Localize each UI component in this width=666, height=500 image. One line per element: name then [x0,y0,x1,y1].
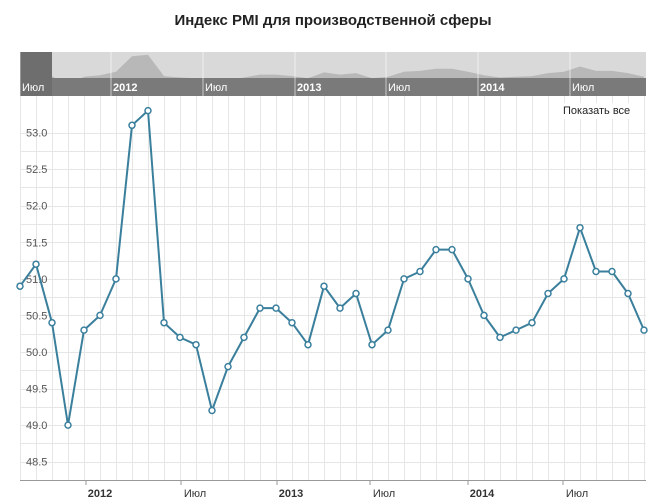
data-point [32,260,40,268]
data-point [416,267,424,276]
data-point [432,245,440,254]
y-tick-label: 49.0 [26,420,47,432]
y-tick-label: 51.5 [26,237,47,249]
navigator-tick-label: 2014 [480,82,505,94]
grid [20,96,646,481]
y-tick-label: 51.0 [26,274,47,286]
data-point [576,223,584,232]
navigator-tick-label: Июл [205,82,227,94]
data-point [16,282,24,290]
data-point [240,333,248,342]
y-tick-label: 49.5 [26,384,47,396]
data-point [592,267,600,276]
series-line [19,109,645,427]
data-point [80,326,88,334]
navigator-tick-label: Июл [22,82,44,94]
navigator-tick-label: Июл [572,82,594,94]
data-point [640,326,648,334]
navigator-tick-label: 2012 [113,82,137,94]
x-axis: 2012 Июл 2013 Июл 2014 Июл [85,480,588,500]
navigator-left-mask [20,52,52,96]
y-tick-label: 48.5 [26,457,47,469]
data-point [496,333,504,342]
data-point [192,340,200,349]
data-point [144,106,152,115]
data-point [224,362,232,371]
chart-title: Индекс PMI для производственной сферы [174,12,492,29]
data-point [400,275,408,283]
y-tick-label: 53.0 [26,128,47,140]
show-all-button[interactable]: Показать все [555,103,639,119]
data-point [512,326,520,334]
x-tick-label: Июл [373,488,395,500]
navigator-band [20,78,646,96]
y-tick-label: 50.0 [26,347,47,359]
data-point [352,289,360,298]
data-point [288,318,296,327]
data-point [160,318,168,327]
data-point [624,289,632,298]
data-point [304,340,312,349]
data-point [256,304,264,312]
data-point [320,282,328,290]
data-point [48,318,56,327]
data-point [544,289,552,298]
x-tick-label: Июл [184,488,206,500]
y-tick-label: 52.0 [26,201,47,213]
y-tick-label: 50.5 [26,310,47,322]
data-point [128,121,136,130]
x-tick-label: 2014 [470,488,495,500]
x-tick-label: 2012 [88,488,112,500]
series [16,106,648,429]
data-point [608,267,616,276]
data-point [560,275,568,283]
x-tick-label: Июл [566,488,588,500]
navigator: Июл 2012 Июл 2013 Июл 2014 Июл [19,52,646,96]
data-point [176,333,184,342]
navigator-tick-label: 2013 [297,82,321,94]
data-point [208,406,216,415]
x-tick-label: 2013 [279,488,303,500]
data-point [112,275,120,283]
data-point [464,275,472,283]
data-point [528,318,536,327]
data-point [272,304,280,312]
data-point [368,340,376,349]
y-tick-label: 52.5 [26,164,47,176]
data-point [336,304,344,312]
data-point [96,311,104,320]
data-point [480,311,488,320]
data-point [64,421,72,429]
y-axis: 48.5 49.0 49.5 50.0 50.5 51.0 51.5 52.0 52.5 53.0 [26,128,47,469]
navigator-tick-label: Июл [388,82,410,94]
data-point [384,326,392,334]
data-point [448,245,456,254]
